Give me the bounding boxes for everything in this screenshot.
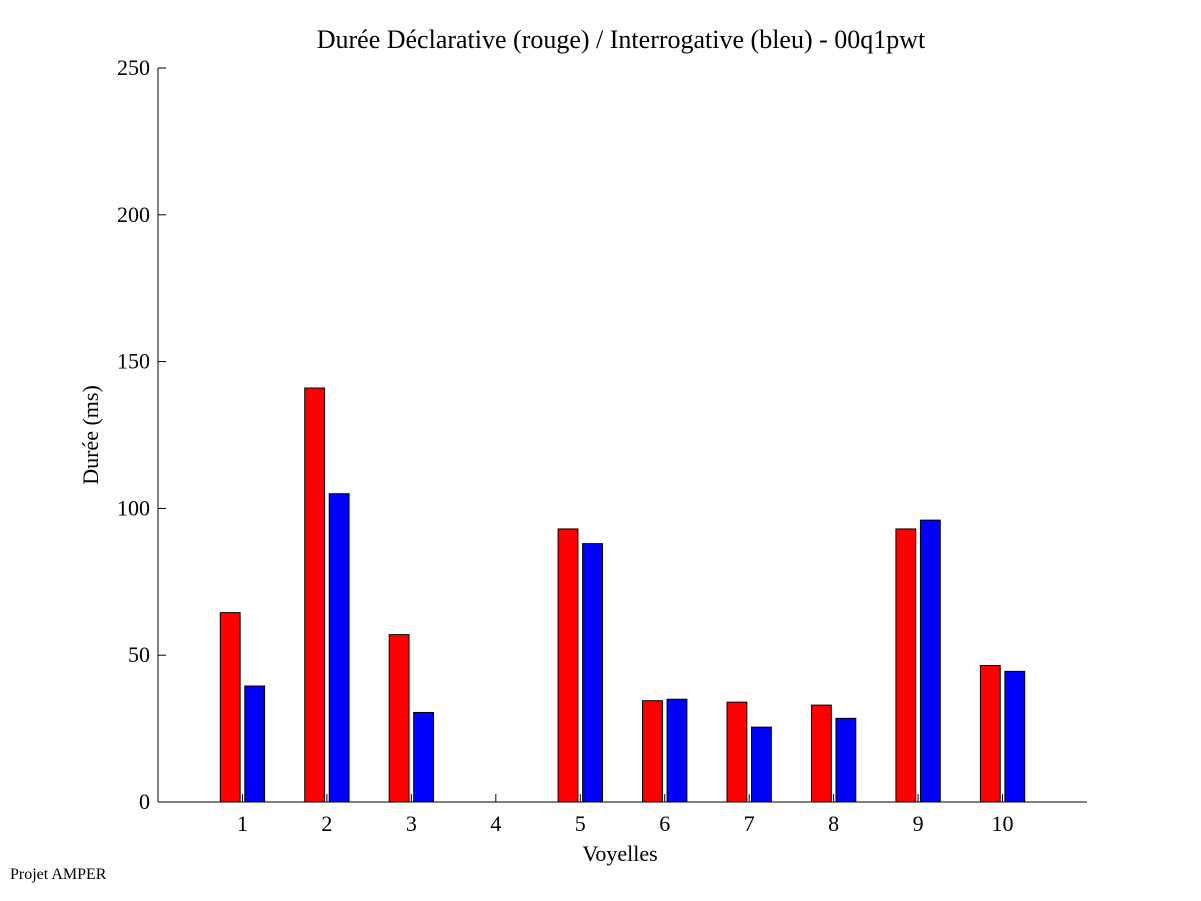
x-tick-label: 5	[575, 811, 586, 836]
bar	[726, 701, 748, 803]
bar	[979, 664, 1001, 803]
bar	[328, 493, 350, 803]
y-axis-label: Durée (ms)	[78, 385, 103, 485]
tick-labels: 0 50 100 150 200 250 1 2 3 4 5 6 7 8 9 10	[117, 55, 1014, 836]
x-tick-label: 1	[237, 811, 248, 836]
x-tick-label: 4	[490, 811, 501, 836]
y-tick-label: 150	[117, 349, 150, 374]
x-tick-label: 2	[321, 811, 332, 836]
bar	[642, 700, 663, 803]
bar	[388, 634, 410, 803]
bar	[1004, 670, 1026, 803]
x-tick-label: 3	[406, 811, 417, 836]
bar	[582, 543, 603, 803]
y-tick-label: 100	[117, 495, 150, 520]
y-tick-label: 0	[139, 789, 150, 814]
bar	[557, 528, 579, 803]
bar	[413, 711, 435, 803]
x-tick-label: 6	[659, 811, 670, 836]
y-tick-label: 50	[128, 642, 150, 667]
bar	[244, 685, 266, 803]
bar	[666, 698, 688, 803]
bars	[219, 387, 1026, 803]
x-tick-label: 7	[744, 811, 755, 836]
axes	[157, 67, 1087, 803]
x-tick-label: 9	[913, 811, 924, 836]
bar	[219, 612, 241, 803]
chart-title: Durée Déclarative (rouge) / Interrogativ…	[317, 25, 926, 54]
x-tick-label: 10	[992, 811, 1014, 836]
x-tick-label: 8	[828, 811, 839, 836]
bar	[304, 387, 326, 803]
x-axis-label: Voyelles	[582, 841, 657, 866]
bar	[751, 726, 772, 803]
bar	[835, 717, 857, 803]
bar	[810, 704, 832, 803]
y-tick-label: 250	[117, 55, 150, 80]
y-tick-label: 200	[117, 202, 150, 227]
footer-credit: Projet AMPER	[10, 866, 107, 883]
bar	[895, 528, 917, 803]
bar	[919, 519, 941, 803]
